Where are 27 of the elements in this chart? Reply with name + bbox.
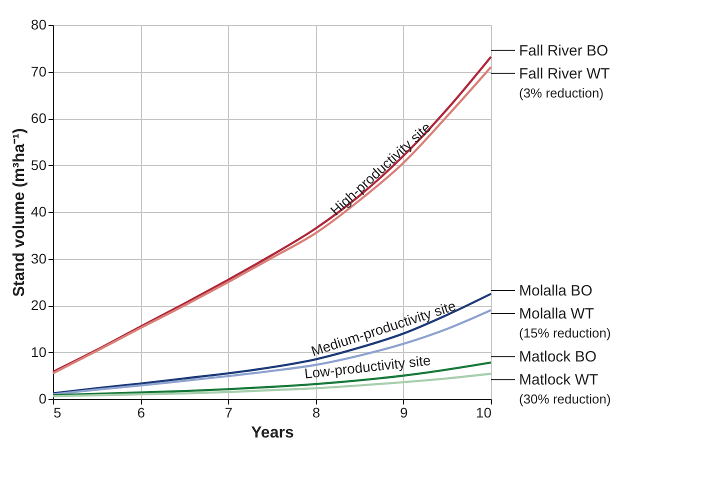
annotation: (15% reduction) xyxy=(519,325,611,340)
series-label: Matlock BO xyxy=(519,348,597,366)
y-tick-label: 10 xyxy=(30,344,47,360)
x-tick-label: 7 xyxy=(224,404,233,420)
y-tick-label: 80 xyxy=(30,16,47,32)
series-label: Molalla BO xyxy=(519,282,592,300)
y-axis-title: Stand volume (m³ha⁻¹) xyxy=(10,128,28,297)
line-series xyxy=(52,292,492,394)
annotation: (3% reduction) xyxy=(519,85,604,100)
x-tick-label: 9 xyxy=(400,404,408,420)
annotation: (30% reduction) xyxy=(519,392,611,407)
x-tick-label: 8 xyxy=(312,404,320,420)
series-label: Matlock WT xyxy=(519,372,598,389)
series-label: Molalla WT xyxy=(519,305,594,322)
y-tick-label: 70 xyxy=(30,63,47,80)
series-label: Fall River WT xyxy=(519,65,610,82)
y-tick-label: 30 xyxy=(30,250,47,266)
y-tick-label: 40 xyxy=(30,204,47,220)
x-tick-label: 5 xyxy=(54,404,62,420)
x-tick-label: 10 xyxy=(476,404,492,420)
y-tick-label: 60 xyxy=(30,110,47,126)
y-tick-label: 0 xyxy=(38,390,47,406)
y-tick-label: 20 xyxy=(30,297,47,313)
series-label: Fall River BO xyxy=(519,42,608,60)
x-axis-title: Years xyxy=(251,424,294,442)
x-tick-label: 6 xyxy=(137,404,146,420)
y-tick-label: 50 xyxy=(30,156,47,173)
